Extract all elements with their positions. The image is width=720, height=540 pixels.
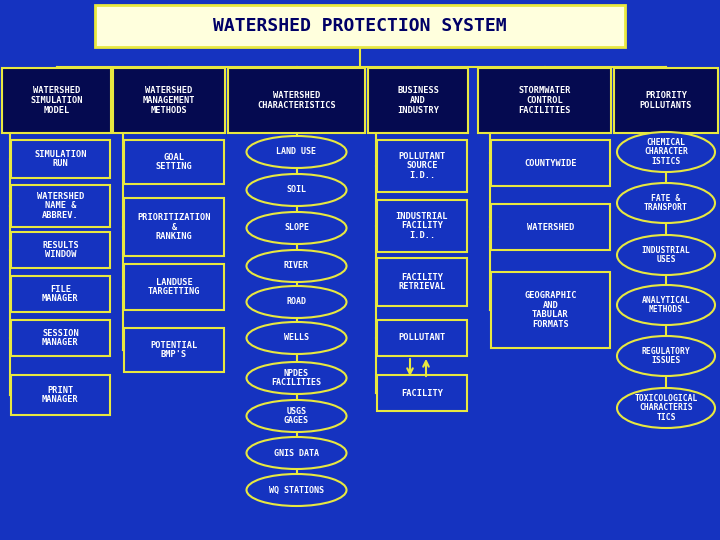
FancyBboxPatch shape	[377, 375, 467, 411]
Ellipse shape	[246, 474, 346, 506]
Text: FACILITY
RETRIEVAL: FACILITY RETRIEVAL	[398, 273, 446, 292]
Text: PRIORITY
POLLUTANTS: PRIORITY POLLUTANTS	[640, 91, 692, 110]
FancyBboxPatch shape	[113, 68, 225, 133]
Text: COUNTYWIDE: COUNTYWIDE	[524, 159, 577, 167]
FancyBboxPatch shape	[11, 320, 110, 356]
FancyBboxPatch shape	[478, 68, 611, 133]
Ellipse shape	[617, 132, 715, 172]
FancyBboxPatch shape	[491, 272, 610, 348]
Text: SOIL: SOIL	[287, 186, 307, 194]
Text: WATERSHED
NAME &
ABBREV.: WATERSHED NAME & ABBREV.	[37, 192, 84, 220]
Ellipse shape	[246, 322, 346, 354]
Text: STORMWATER
CONTROL
FACILITIES: STORMWATER CONTROL FACILITIES	[518, 86, 571, 114]
Text: WQ STATIONS: WQ STATIONS	[269, 485, 324, 495]
Text: FILE
MANAGER: FILE MANAGER	[42, 285, 79, 303]
Text: FATE &
TRANSPORT: FATE & TRANSPORT	[644, 194, 688, 212]
FancyBboxPatch shape	[124, 198, 224, 256]
FancyBboxPatch shape	[377, 200, 467, 252]
Text: RESULTS
WINDOW: RESULTS WINDOW	[42, 241, 79, 259]
Text: PRINT
MANAGER: PRINT MANAGER	[42, 386, 79, 404]
Ellipse shape	[246, 250, 346, 282]
FancyBboxPatch shape	[491, 140, 610, 186]
Text: LANDUSE
TARGETTING: LANDUSE TARGETTING	[148, 278, 200, 296]
Text: POLLUTANT
SOURCE
I.D..: POLLUTANT SOURCE I.D..	[398, 152, 446, 180]
Text: GEOGRAPHIC
AND
TABULAR
FORMATS: GEOGRAPHIC AND TABULAR FORMATS	[524, 291, 577, 329]
Text: PRIORITIZATION
&
RANKING: PRIORITIZATION & RANKING	[138, 213, 211, 241]
FancyBboxPatch shape	[368, 68, 468, 133]
Text: WATERSHED: WATERSHED	[527, 222, 574, 232]
Ellipse shape	[617, 336, 715, 376]
Ellipse shape	[246, 437, 346, 469]
FancyBboxPatch shape	[11, 185, 110, 227]
Text: WATERSHED
MANAGEMENT
METHODS: WATERSHED MANAGEMENT METHODS	[143, 86, 195, 114]
Text: RIVER: RIVER	[284, 261, 309, 271]
Text: ROAD: ROAD	[287, 298, 307, 307]
Ellipse shape	[617, 388, 715, 428]
Ellipse shape	[617, 285, 715, 325]
FancyBboxPatch shape	[124, 264, 224, 310]
FancyBboxPatch shape	[11, 375, 110, 415]
Text: POLLUTANT: POLLUTANT	[398, 334, 446, 342]
Text: GNIS DATA: GNIS DATA	[274, 449, 319, 457]
FancyBboxPatch shape	[2, 68, 111, 133]
Text: TOXICOLOGICAL
CHARACTERIS
TICS: TOXICOLOGICAL CHARACTERIS TICS	[634, 394, 698, 422]
Text: WATERSHED
SIMULATION
MODEL: WATERSHED SIMULATION MODEL	[30, 86, 83, 114]
FancyBboxPatch shape	[11, 140, 110, 178]
Ellipse shape	[246, 400, 346, 432]
FancyBboxPatch shape	[377, 320, 467, 356]
FancyBboxPatch shape	[124, 140, 224, 184]
Ellipse shape	[246, 362, 346, 394]
Text: INDUSTRIAL
FACILITY
I.D..: INDUSTRIAL FACILITY I.D..	[396, 212, 449, 240]
Text: POTENTIAL
BMP'S: POTENTIAL BMP'S	[150, 341, 197, 359]
Text: SESSION
MANAGER: SESSION MANAGER	[42, 329, 79, 347]
Text: ANALYTICAL
METHODS: ANALYTICAL METHODS	[642, 296, 690, 314]
FancyBboxPatch shape	[11, 276, 110, 312]
Ellipse shape	[617, 183, 715, 223]
FancyBboxPatch shape	[228, 68, 365, 133]
FancyBboxPatch shape	[491, 204, 610, 250]
Text: INDUSTRIAL
USES: INDUSTRIAL USES	[642, 246, 690, 265]
Ellipse shape	[246, 136, 346, 168]
Ellipse shape	[246, 286, 346, 318]
Text: WATERSHED
CHARACTERISTICS: WATERSHED CHARACTERISTICS	[257, 91, 336, 110]
FancyBboxPatch shape	[95, 5, 625, 47]
Text: REGULATORY
ISSUES: REGULATORY ISSUES	[642, 347, 690, 366]
Text: NPDES
FACILITIES: NPDES FACILITIES	[271, 369, 322, 387]
Text: BUSINESS
AND
INDUSTRY: BUSINESS AND INDUSTRY	[397, 86, 439, 114]
Text: USGS
GAGES: USGS GAGES	[284, 407, 309, 426]
Text: FACILITY: FACILITY	[401, 388, 443, 397]
FancyBboxPatch shape	[377, 140, 467, 192]
FancyBboxPatch shape	[614, 68, 718, 133]
Text: SLOPE: SLOPE	[284, 224, 309, 233]
Ellipse shape	[617, 235, 715, 275]
FancyBboxPatch shape	[124, 328, 224, 372]
Text: CHEMICAL
CHARACTER
ISTICS: CHEMICAL CHARACTER ISTICS	[644, 138, 688, 166]
Text: GOAL
SETTING: GOAL SETTING	[156, 153, 192, 171]
Ellipse shape	[246, 174, 346, 206]
FancyBboxPatch shape	[11, 232, 110, 268]
Text: WATERSHED PROTECTION SYSTEM: WATERSHED PROTECTION SYSTEM	[213, 17, 507, 35]
FancyBboxPatch shape	[377, 258, 467, 306]
Text: WELLS: WELLS	[284, 334, 309, 342]
Text: SIMULATION
RUN: SIMULATION RUN	[35, 150, 86, 168]
Text: LAND USE: LAND USE	[276, 147, 317, 157]
Ellipse shape	[246, 212, 346, 244]
